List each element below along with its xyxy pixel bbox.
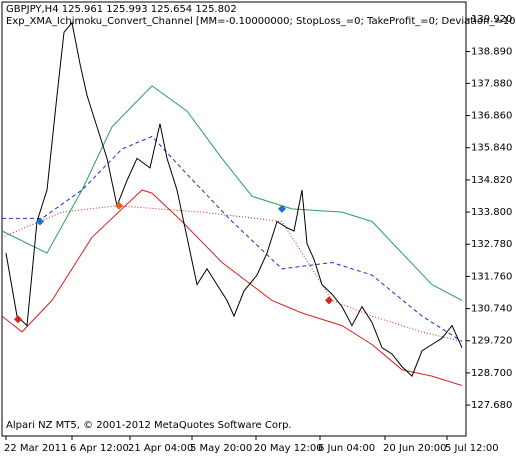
footer: Alpari NZ MT5, © 2001-2012 MetaQuotes So…	[6, 420, 292, 431]
plot-frame	[1, 1, 467, 437]
chart-title: GBPJPY,H4 125.961 125.993 125.654 125.80…	[6, 4, 237, 15]
x-tick-label: 21 Apr 04:00	[128, 443, 193, 454]
y-tick-label: 137.880	[471, 78, 512, 89]
chart-subtitle: Exp_XMA_Ichimoku_Convert_Channel [MM=-0.…	[6, 16, 516, 27]
series-line	[2, 135, 463, 342]
y-tick-label: 135.840	[471, 143, 512, 154]
trade-marker	[36, 217, 44, 226]
y-tick-label: 133.800	[471, 207, 512, 218]
trade-marker	[325, 296, 333, 305]
y-tick-label: 134.820	[471, 175, 512, 186]
trade-marker	[115, 201, 123, 210]
x-tick-label: 5 May 20:00	[190, 443, 252, 454]
y-tick-label: 131.760	[471, 271, 512, 282]
x-tick-label: 5 Jul 12:00	[445, 443, 499, 454]
series-line	[1, 189, 463, 386]
x-tick-label: 22 Mar 2011	[4, 443, 67, 454]
y-tick-label: 127.680	[471, 400, 512, 411]
series-line	[5, 21, 463, 377]
y-tick-label: 130.740	[471, 304, 512, 315]
trade-marker	[14, 315, 22, 324]
series-line	[1, 85, 463, 301]
trade-marker	[278, 204, 286, 213]
x-tick-label: 6 Jun 04:00	[318, 443, 375, 454]
x-tick-label: 20 May 12:00	[254, 443, 323, 454]
y-tick-label: 132.780	[471, 239, 512, 250]
x-tick-label: 20 Jun 20:00	[383, 443, 447, 454]
y-tick-label: 138.890	[471, 47, 512, 58]
y-tick-label: 129.720	[471, 336, 512, 347]
y-tick-label: 136.860	[471, 111, 512, 122]
x-tick-label: 6 Apr 12:00	[70, 443, 129, 454]
y-tick-label: 139.920	[471, 14, 512, 25]
y-tick-label: 128.700	[471, 368, 512, 379]
